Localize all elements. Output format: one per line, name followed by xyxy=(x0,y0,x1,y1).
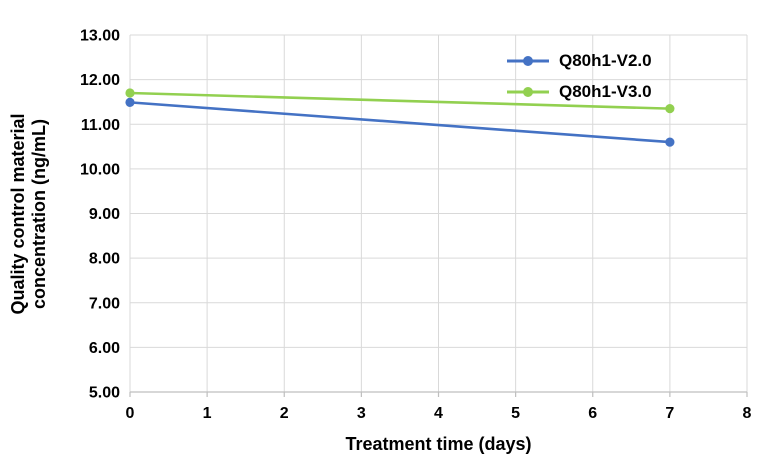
legend-label: Q80h1-V2.0 xyxy=(559,50,652,70)
x-axis-title: Treatment time (days) xyxy=(345,434,532,454)
series-line-q80h1-v3.0 xyxy=(129,91,670,110)
x-tick-label: 0 xyxy=(126,405,135,422)
x-tick-label: 8 xyxy=(743,405,752,422)
y-tick-label: 7.00 xyxy=(89,295,120,312)
y-tick-label: 6.00 xyxy=(89,340,120,357)
y-tick-label: 12.00 xyxy=(80,72,120,89)
x-tick-label: 5 xyxy=(511,405,520,422)
legend-item-q80h1-v2: Q80h1-V2.0 xyxy=(506,45,652,76)
y-tick-label: 11.00 xyxy=(81,117,120,134)
x-tick-label: 3 xyxy=(357,405,366,422)
legend-item-q80h1-v3: Q80h1-V3.0 xyxy=(506,76,652,107)
x-tick-label: 1 xyxy=(203,405,212,422)
y-tick-label: 10.00 xyxy=(80,161,120,178)
y-tick-label: 13.00 xyxy=(80,28,120,45)
y-tick-label: 9.00 xyxy=(89,206,120,223)
x-tick-label: 7 xyxy=(665,405,674,422)
data-point-q80h1-v2.0 xyxy=(665,137,675,147)
legend-line-dot-icon xyxy=(507,86,549,97)
data-point-q80h1-v3.0 xyxy=(125,88,135,98)
y-axis-title-line1: Quality control material xyxy=(8,113,28,315)
y-axis-title-line2: concentration (ng/mL) xyxy=(29,119,49,309)
x-tick-label: 6 xyxy=(588,405,597,422)
y-axis-title: Quality control material concentration (… xyxy=(8,0,52,434)
x-tick-label: 2 xyxy=(280,405,289,422)
data-point-q80h1-v3.0 xyxy=(665,104,675,114)
legend: Q80h1-V2.0 Q80h1-V3.0 xyxy=(506,45,652,107)
legend-label: Q80h1-V3.0 xyxy=(559,81,652,101)
legend-line-dot-icon xyxy=(507,55,549,66)
series-line-q80h1-v2.0 xyxy=(129,101,670,144)
y-tick-label: 8.00 xyxy=(89,251,120,268)
y-tick-label: 5.00 xyxy=(89,385,120,402)
x-tick-label: 4 xyxy=(434,405,443,422)
data-point-q80h1-v2.0 xyxy=(125,97,135,107)
